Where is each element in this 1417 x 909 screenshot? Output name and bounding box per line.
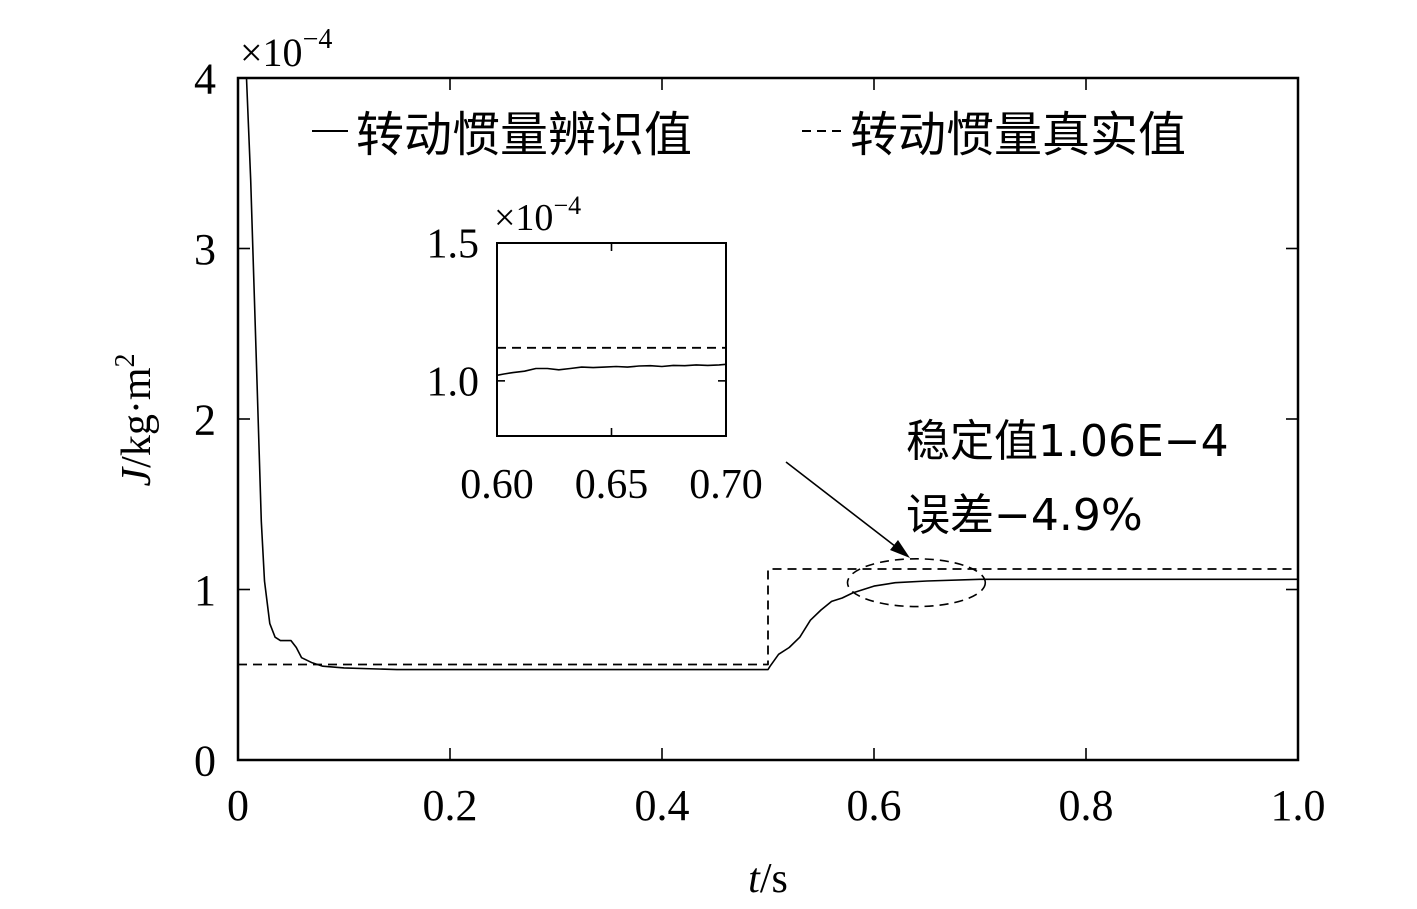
- y-tick-label: 1.5: [427, 222, 480, 268]
- annotation-arrowhead: [890, 540, 910, 558]
- y-tick-label: 1.0: [427, 360, 480, 406]
- x-tick-label: 0.70: [689, 462, 763, 508]
- annotation-line2: 误差−4.9%: [906, 490, 1143, 541]
- inset-plot: 0.60 0.65 0.70 1.0 1.5 ×10−4: [427, 191, 763, 508]
- main-series: [238, 77, 1298, 671]
- y-multiplier: ×10−4: [240, 24, 332, 75]
- inset-plot-frame: [496, 242, 727, 437]
- x-tick-label: 0.2: [423, 781, 478, 830]
- annotation-line1: 稳定值1.06E−4: [906, 416, 1229, 467]
- highlight-ellipse: [846, 558, 987, 608]
- inset-y-multiplier: ×10−4: [494, 191, 581, 239]
- inset-y-multiplier-exp: −4: [553, 191, 581, 220]
- y-tick-label: 4: [194, 54, 216, 103]
- y-tick-label: 3: [194, 225, 216, 274]
- x-tick-label: 0.4: [635, 781, 690, 830]
- inset-tick-labels: 0.60 0.65 0.70 1.0 1.5: [427, 222, 763, 508]
- x-tick-label: 0.60: [460, 462, 534, 508]
- series-line-identified-value: [238, 77, 1298, 671]
- main-plot-frame: [236, 76, 1300, 762]
- legend-entry-true: 转动惯量真实值: [850, 107, 1186, 163]
- y-tick-label: 1: [194, 566, 216, 615]
- series-line-true-value: [238, 568, 1298, 666]
- y-tick-label: 2: [194, 395, 216, 444]
- x-tick-label: 0.65: [575, 462, 649, 508]
- legend: 转动惯量辨识值 转动惯量真实值: [312, 107, 1186, 163]
- x-tick-label: 0: [227, 781, 249, 830]
- y-tick-label: 0: [194, 736, 216, 785]
- y-multiplier-base: ×10: [240, 30, 303, 75]
- inset-y-multiplier-base: ×10: [494, 197, 553, 239]
- annotation: 稳定值1.06E−4 误差−4.9%: [785, 416, 1229, 608]
- series-line-identified-value: [496, 363, 727, 377]
- main-tick-labels: 0 0.2 0.4 0.6 0.8 1.0 0 1 2 3 4: [194, 54, 1326, 830]
- x-axis-label: t/s: [748, 856, 788, 902]
- y-multiplier-exp: −4: [303, 24, 333, 55]
- x-tick-label: 0.6: [847, 781, 902, 830]
- legend-entry-identified: 转动惯量辨识值: [356, 107, 692, 163]
- x-tick-label: 1.0: [1271, 781, 1326, 830]
- inset-series: [496, 346, 727, 377]
- y-axis-label: J/kg·m2: [110, 354, 160, 487]
- annotation-arrow-line: [785, 461, 901, 551]
- x-tick-label: 0.8: [1059, 781, 1114, 830]
